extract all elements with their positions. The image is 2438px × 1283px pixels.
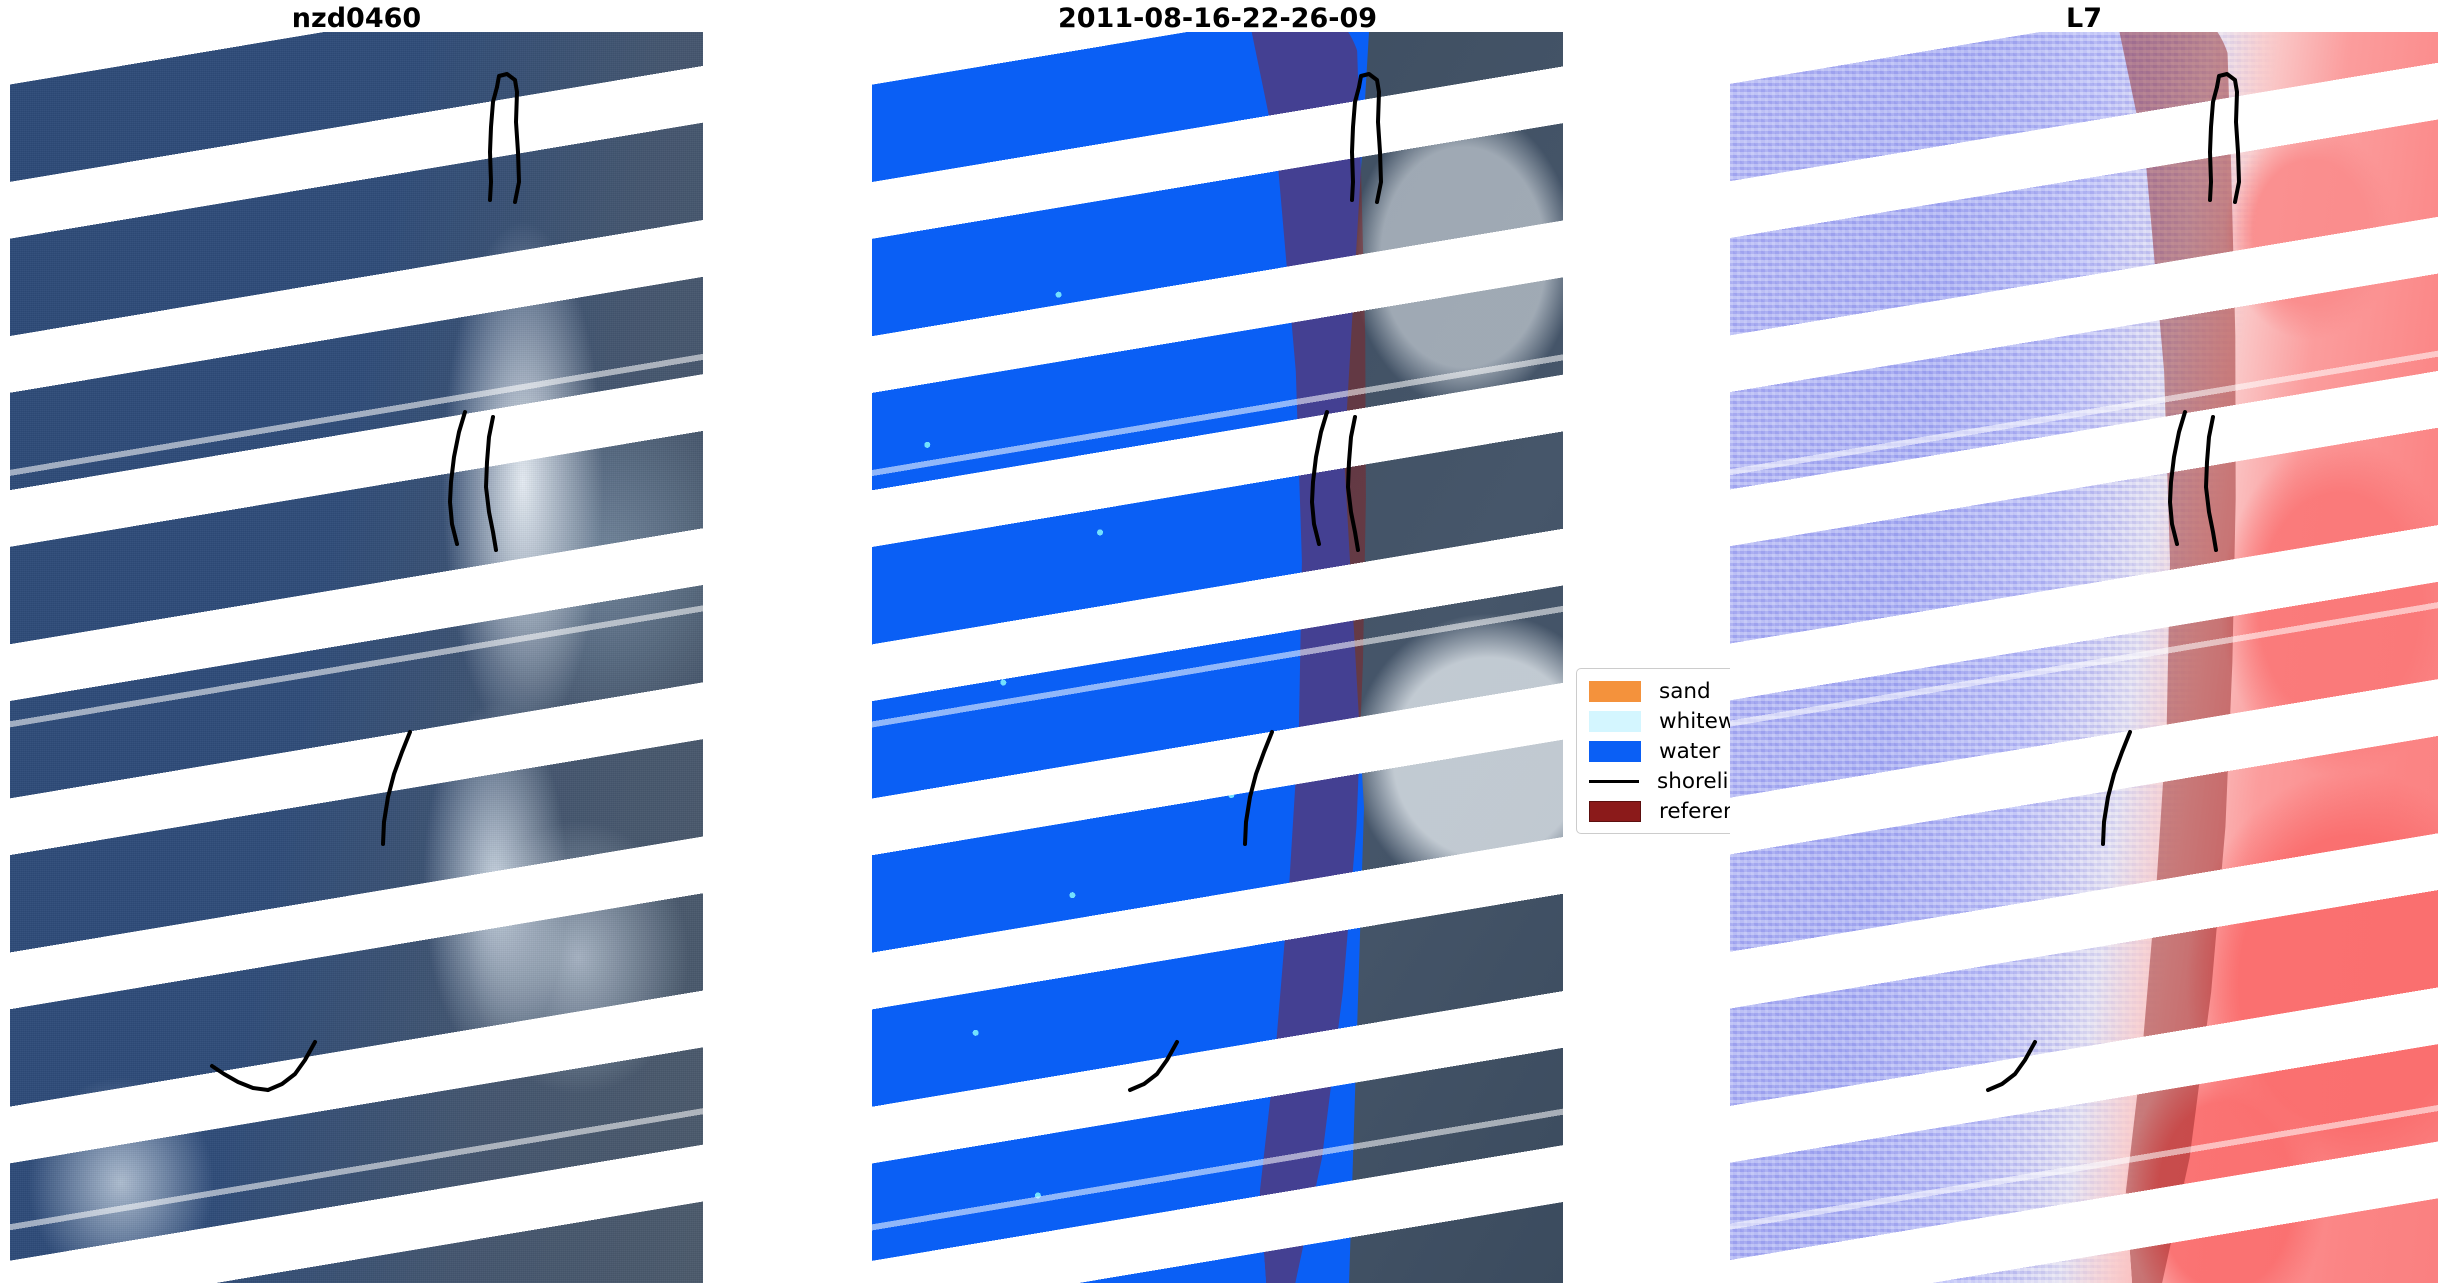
- legend-item-whitewater[interactable]: whitewater: [1589, 708, 1911, 734]
- shoreline-contour-rgb: [210, 72, 521, 1092]
- legend-item-shoreline[interactable]: shoreline: [1589, 768, 1911, 794]
- legend-label-sand: sand: [1659, 678, 1711, 704]
- panel-classification[interactable]: 2011-08-16-22-26-09: [872, 0, 1563, 1283]
- panel-rgb-title: nzd0460: [291, 3, 422, 34]
- legend-label-reference-buffer: reference shoreline buffer: [1659, 798, 1938, 824]
- legend-label-shoreline: shoreline: [1657, 768, 1756, 794]
- axes-classification[interactable]: [872, 32, 1563, 1283]
- shoreline-line-icon: [1589, 779, 1639, 783]
- legend-item-water[interactable]: water: [1589, 738, 1911, 764]
- axes-index[interactable]: [1730, 32, 2438, 1283]
- panel-rgb[interactable]: nzd0460: [10, 0, 703, 1283]
- panel-classification-title: 2011-08-16-22-26-09: [1057, 3, 1378, 34]
- panel-index-title: L7: [2066, 3, 2102, 34]
- panel-index[interactable]: L7: [1730, 0, 2438, 1283]
- legend-label-water: water: [1659, 738, 1721, 764]
- legend-label-whitewater: whitewater: [1659, 708, 1780, 734]
- axes-rgb[interactable]: [10, 32, 703, 1283]
- reference-buffer-swatch-icon: [1589, 800, 1641, 822]
- whitewater-swatch-icon: [1589, 710, 1641, 732]
- shoreline-contour-classification: [1128, 72, 1383, 1092]
- water-swatch-icon: [1589, 740, 1641, 762]
- sand-swatch-icon: [1589, 680, 1641, 702]
- legend-item-sand[interactable]: sand: [1589, 678, 1911, 704]
- legend-item-reference-buffer[interactable]: reference shoreline buffer: [1589, 798, 1938, 824]
- legend-box[interactable]: sand whitewater water shoreline referenc…: [1576, 668, 1938, 834]
- shoreline-contour-index: [1986, 72, 2241, 1092]
